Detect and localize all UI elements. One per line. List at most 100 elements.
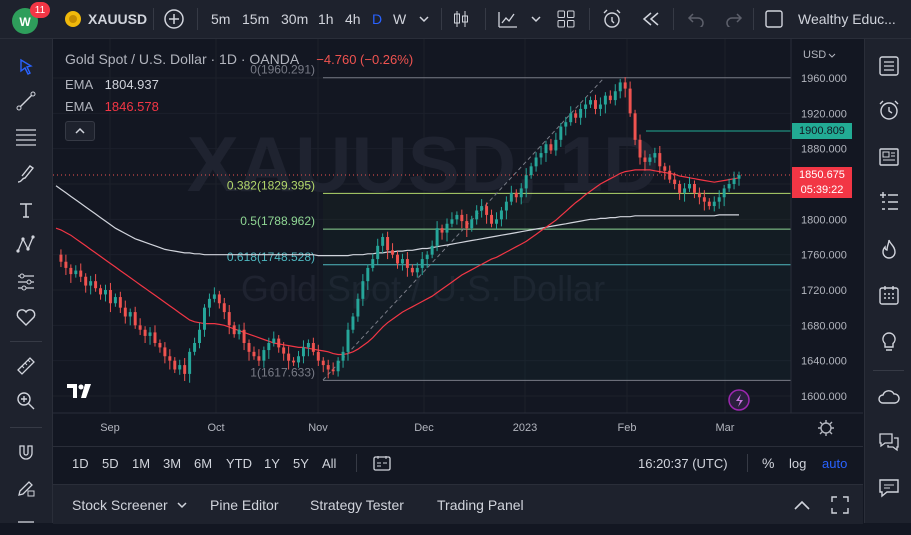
ema-fast-line[interactable] [55,169,740,356]
hotlists-button[interactable] [874,234,904,264]
calendar-icon [879,286,899,305]
chart-legend[interactable]: Gold Spot / U.S. Dollar · 1D · OANDA −4.… [65,51,413,67]
candle-body [306,343,310,348]
text-tool[interactable] [12,196,40,224]
ema-legend-2[interactable]: EMA 1846.578 [65,99,159,114]
pattern-tool[interactable] [12,231,40,259]
range-5y[interactable]: 5Y [293,455,309,471]
chevron-up-icon [794,500,810,510]
interval-30m[interactable]: 30m [281,11,309,27]
candle-body [430,245,434,255]
scale-settings-button[interactable] [818,420,834,436]
range-1y[interactable]: 1Y [264,455,280,471]
panel-collapse-button[interactable] [793,485,811,524]
layouts-button[interactable] [557,0,575,38]
log-toggle[interactable]: log [789,455,807,471]
panel-maximize-button[interactable] [831,485,849,524]
more-tools[interactable] [12,507,40,535]
notification-badge[interactable]: 11 [30,2,50,18]
trend-line-tool[interactable] [12,87,40,115]
tab-stock-screener[interactable]: Stock Screener [72,485,187,524]
interval-15m[interactable]: 15m [242,11,270,27]
alert-price-label[interactable]: 1900.809 [792,123,852,139]
alerts-button[interactable] [874,95,904,125]
chart-pane[interactable]: XAUUSD, 1D Gold Spot / U.S. Dollar 0(196… [53,39,863,446]
top-toolbar: W 11 XAUUSD 5m 15m 30m 1h 4h D W [0,0,911,39]
compare-button[interactable] [163,0,185,38]
candle-body [64,261,68,268]
magnet-tool[interactable] [12,438,40,466]
ideas-button[interactable] [874,327,904,357]
lightning-button[interactable] [728,389,750,411]
fire-icon [882,239,896,259]
calendar-button[interactable] [874,280,904,310]
time-scale[interactable] [53,413,863,446]
candle-body [692,184,696,193]
news-button[interactable] [874,142,904,172]
interval-4h[interactable]: 4h [345,11,361,27]
interval-1h[interactable]: 1h [318,11,334,27]
candle-body [405,259,409,268]
candle-body [683,188,687,193]
range-1d[interactable]: 1D [72,455,89,471]
candle-body [386,237,390,251]
zoom-tool[interactable] [12,387,40,415]
candle-body [316,351,320,361]
chats-button[interactable] [874,427,904,457]
tradingview-logo[interactable] [67,384,91,398]
interval-w[interactable]: W [393,11,407,27]
brush-tool[interactable] [12,160,40,188]
fib-tool[interactable] [12,123,40,151]
range-ytd[interactable]: YTD [226,455,252,471]
tab-trading-panel[interactable]: Trading Panel [437,496,524,513]
prediction-tool[interactable] [12,268,40,296]
measure-tool[interactable] [12,352,40,380]
currency-label[interactable]: USD [803,49,826,61]
candle-body [509,192,513,202]
undo-button[interactable] [687,0,705,38]
candle-body [133,312,137,326]
price-chart[interactable]: XAUUSD, 1D Gold Spot / U.S. Dollar 0(196… [53,39,863,446]
icons-tool[interactable] [12,303,40,331]
range-1m[interactable]: 1M [132,455,151,471]
indicators-dropdown[interactable] [531,0,541,38]
indicators-button[interactable] [497,0,519,38]
clock-timezone[interactable]: 16:20:37 (UTC) [638,455,728,471]
percent-toggle[interactable]: % [762,455,775,471]
goto-date-button[interactable] [373,447,391,479]
candle-body [311,343,315,352]
interval-d[interactable]: D [372,11,383,27]
alert-button[interactable] [601,0,623,38]
price-scale[interactable] [791,39,863,413]
range-all[interactable]: All [322,455,337,471]
symbol-search[interactable]: XAUUSD [64,0,147,38]
interval-dropdown[interactable] [419,0,429,38]
tab-strategy-tester[interactable]: Strategy Tester [310,496,404,513]
range-5d[interactable]: 5D [102,455,119,471]
cursor-tool[interactable] [12,53,40,81]
interval-5m[interactable]: 5m [211,11,231,27]
legend-collapse-button[interactable] [65,121,95,141]
candle-body [618,82,622,92]
calendar-list-button[interactable] [874,187,904,217]
candle-body [485,206,489,215]
ema-legend-1[interactable]: EMA 1804.937 [65,77,159,92]
layout-menu[interactable]: Wealthy Educ... [765,0,896,38]
range-6m[interactable]: 6M [194,455,213,471]
range-3m[interactable]: 3M [163,455,182,471]
auto-toggle[interactable]: auto [822,455,848,471]
replay-button[interactable] [641,0,661,38]
lock-drawings-tool[interactable] [12,474,40,502]
watchlist-button[interactable] [874,51,904,81]
ema-slow-line[interactable] [55,185,739,257]
chart-type-button[interactable] [451,0,471,38]
cloud-chat-button[interactable] [874,382,904,412]
candle-body [321,360,325,366]
redo-button[interactable] [725,0,743,38]
ema1-label: EMA [65,77,94,92]
fib-trend-line[interactable] [322,78,604,381]
tab-pine-editor[interactable]: Pine Editor [210,496,279,513]
gold-coin-icon [65,11,81,27]
price-tick-label: 1640.000 [801,356,847,368]
messages-button[interactable] [874,473,904,503]
